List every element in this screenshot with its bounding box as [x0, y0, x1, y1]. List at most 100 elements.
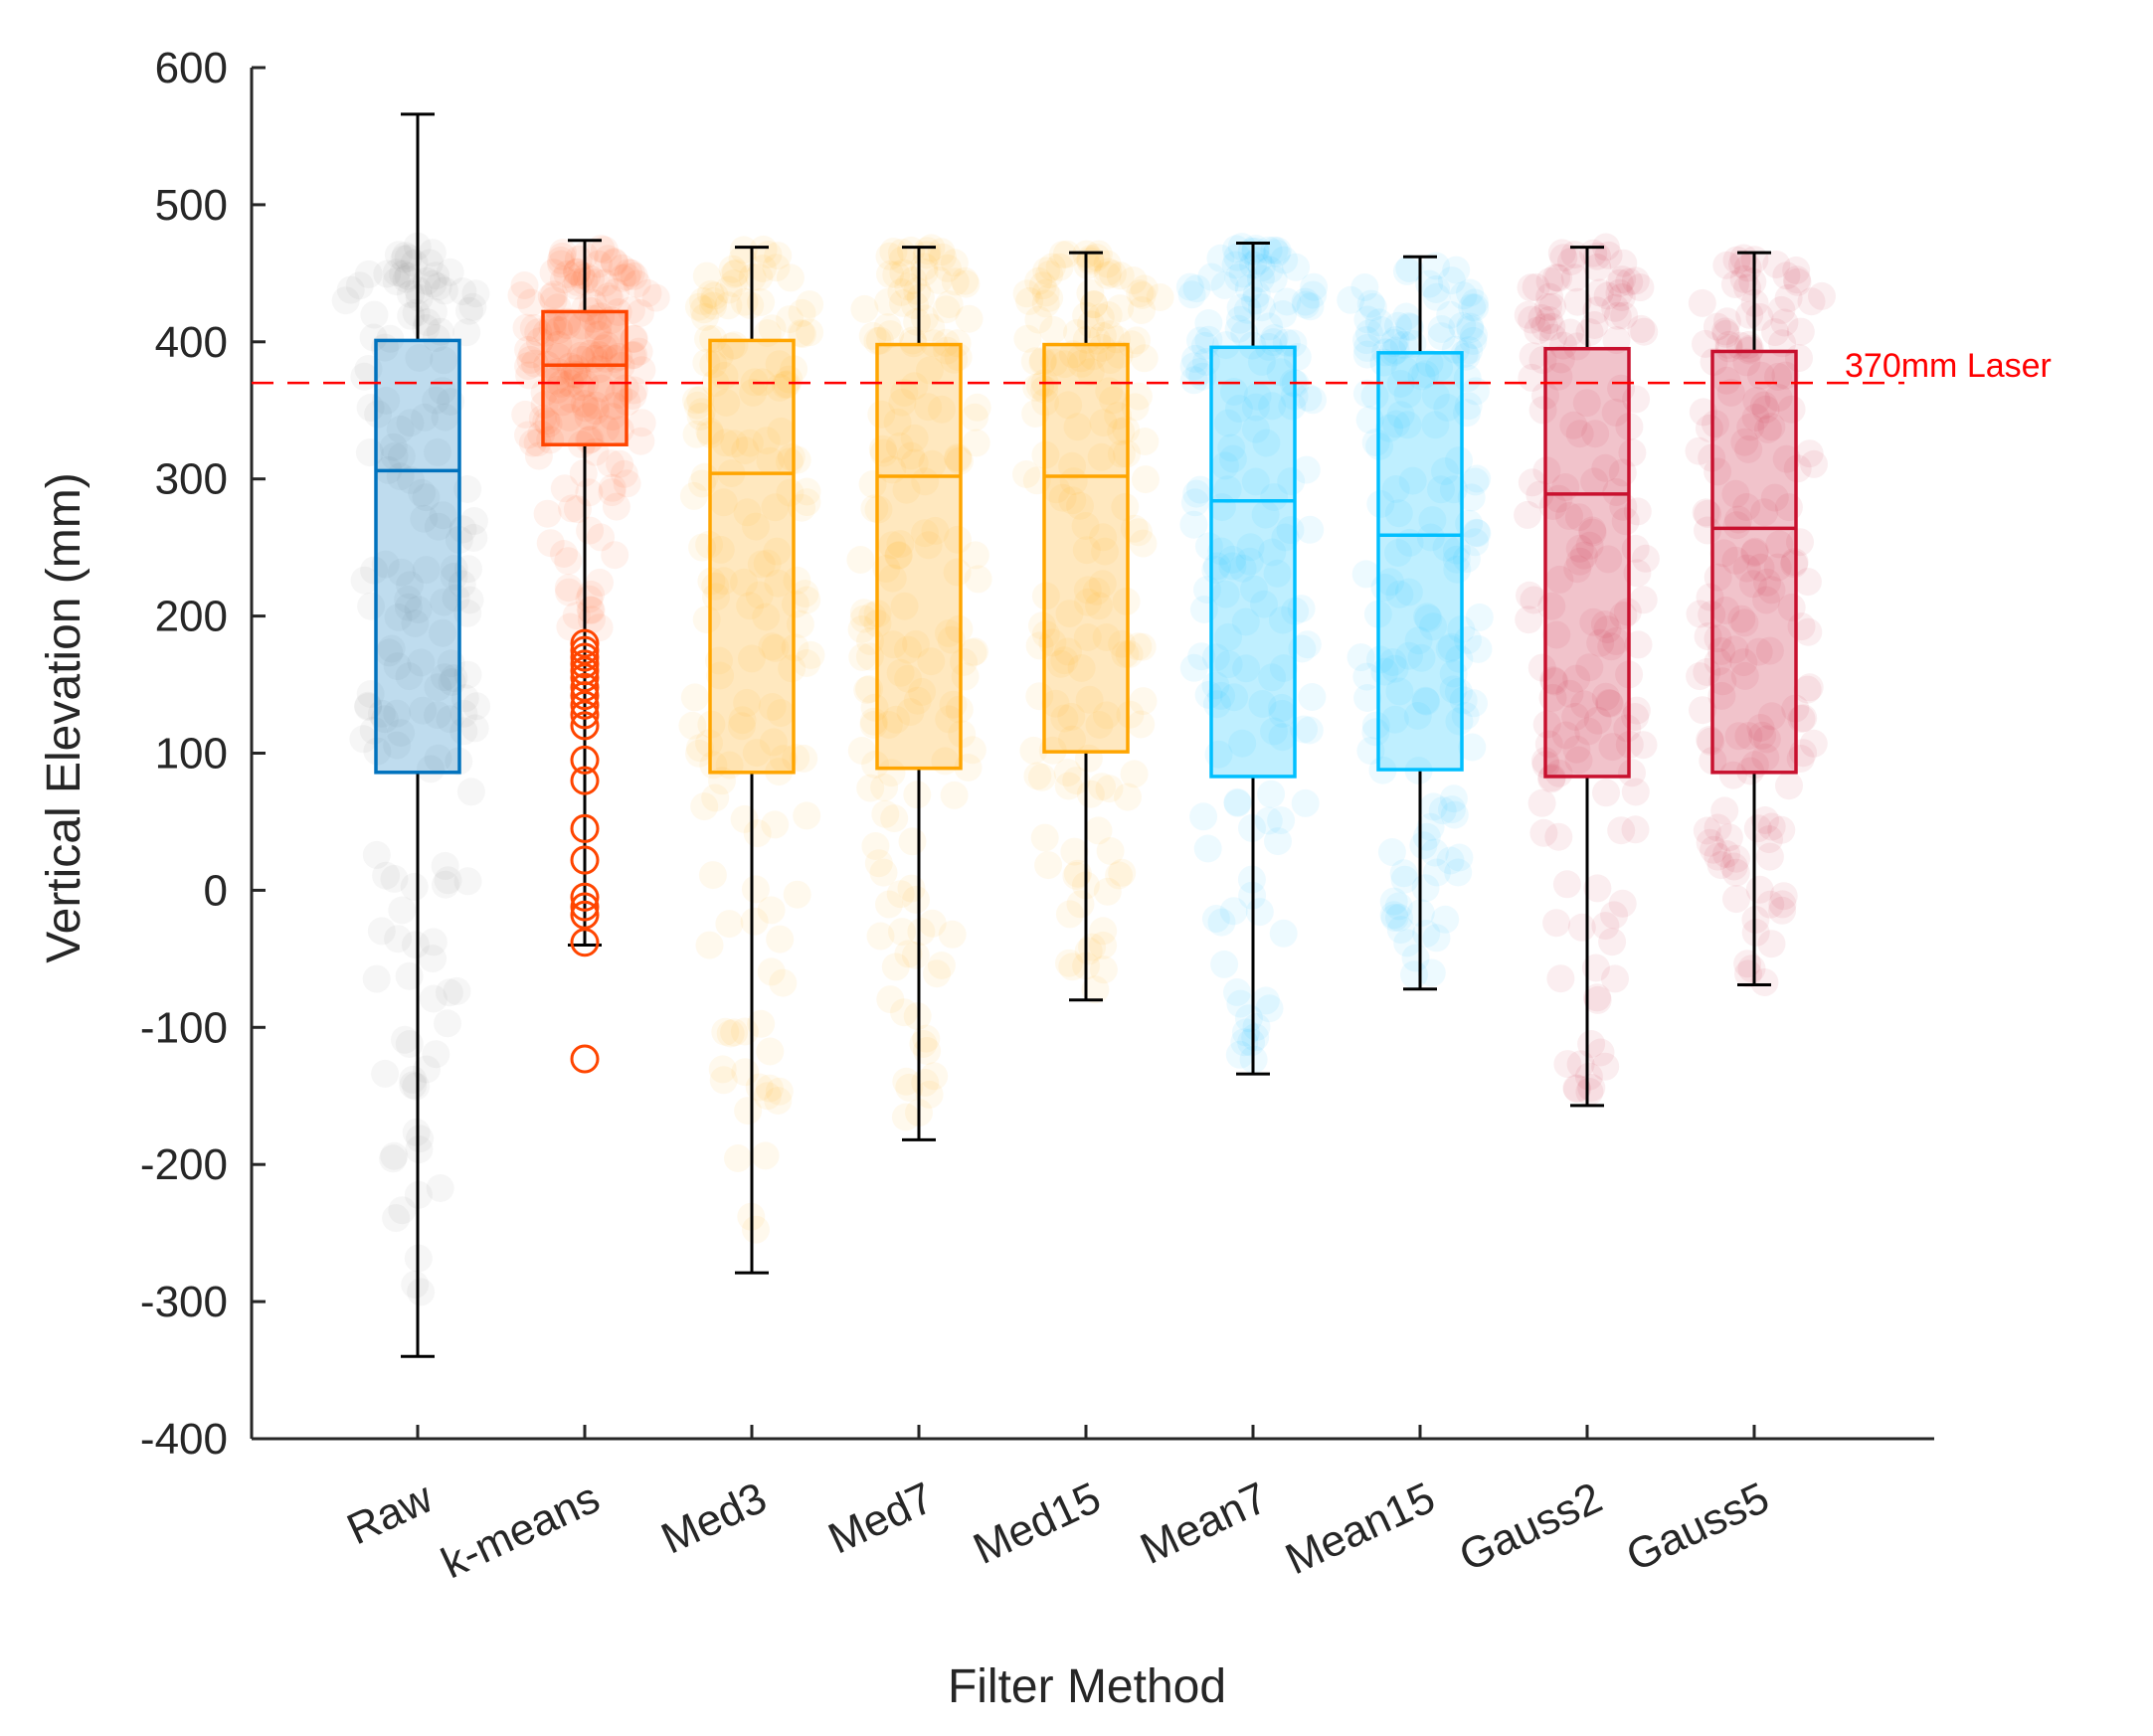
scatter-point	[1119, 266, 1148, 294]
scatter-point	[1562, 664, 1591, 693]
scatter-point	[1425, 353, 1454, 382]
scatter-point	[350, 566, 379, 595]
scatter-point	[360, 300, 389, 329]
scatter-point	[1124, 632, 1153, 661]
scatter-point	[1175, 272, 1204, 301]
scatter-point	[757, 896, 786, 925]
scatter-point	[1629, 586, 1658, 614]
scatter-point	[1111, 640, 1140, 668]
scatter-point	[525, 327, 554, 356]
scatter-point	[1028, 611, 1056, 640]
scatter-point	[1375, 414, 1404, 442]
scatter-point	[1752, 586, 1781, 614]
scatter-point	[1795, 439, 1824, 468]
scatter-point	[1105, 861, 1134, 890]
scatter-point	[1752, 725, 1781, 754]
scatter-point	[914, 393, 943, 422]
scatter-point	[699, 291, 727, 320]
scatter-point	[449, 515, 477, 544]
scatter-point	[1243, 382, 1272, 411]
scatter-point	[1054, 391, 1083, 420]
scatter-point	[1711, 317, 1739, 346]
scatter-point	[1381, 326, 1410, 355]
scatter-point	[1750, 968, 1779, 996]
scatter-point	[742, 739, 771, 768]
scatter-point	[680, 683, 709, 712]
scatter-point	[1040, 348, 1069, 377]
scatter-point	[1048, 483, 1077, 512]
scatter-point	[1211, 451, 1239, 480]
scatter-point	[893, 635, 922, 664]
scatter-point	[711, 1017, 740, 1046]
scatter-point	[1530, 313, 1559, 342]
scatter-point	[940, 249, 969, 277]
scatter-point	[901, 941, 930, 969]
scatter-point	[601, 541, 629, 570]
scatter-point	[395, 662, 424, 691]
scatter-point	[388, 896, 417, 925]
scatter-point	[1116, 700, 1145, 729]
scatter-point	[512, 313, 541, 342]
scatter-point	[1395, 313, 1424, 342]
scatter-point	[1012, 279, 1041, 308]
scatter-point	[1793, 675, 1822, 704]
scatter-point	[386, 415, 415, 443]
scatter-point	[1686, 662, 1714, 691]
scatter-cloud-raw	[331, 232, 491, 1306]
scatter-point	[1460, 689, 1488, 718]
scatter-point	[1079, 342, 1107, 371]
scatter-point	[1269, 654, 1298, 682]
scatter-point	[1697, 727, 1725, 756]
scatter-point	[1356, 289, 1385, 318]
scatter-point	[627, 427, 655, 455]
box-med3	[708, 246, 796, 1275]
scatter-point	[1224, 395, 1253, 423]
scatter-point	[1039, 315, 1068, 344]
scatter-point	[1799, 729, 1828, 758]
scatter-point	[380, 864, 409, 893]
scatter-point	[1514, 500, 1542, 529]
outlier-point	[570, 628, 600, 658]
scatter-point	[685, 739, 713, 768]
scatter-point	[1578, 518, 1607, 547]
scatter-point	[443, 976, 471, 1005]
scatter-point	[1089, 917, 1118, 946]
scatter-point	[518, 340, 547, 369]
scatter-point	[1451, 702, 1480, 730]
scatter-point	[402, 1072, 431, 1101]
scatter-point	[596, 284, 625, 313]
scatter-point	[1180, 488, 1209, 517]
scatter-point	[1795, 673, 1824, 702]
scatter-point	[1694, 622, 1722, 651]
scatter-point	[1728, 250, 1756, 278]
scatter-point	[429, 501, 457, 530]
scatter-point	[514, 352, 543, 381]
scatter-point	[915, 356, 944, 385]
scatter-point	[1603, 301, 1632, 330]
scatter-point	[1755, 825, 1783, 854]
scatter-point	[1710, 796, 1739, 825]
scatter-point	[1783, 267, 1812, 296]
scatter-point	[1591, 453, 1620, 482]
scatter-point	[875, 890, 903, 919]
scatter-point	[1722, 844, 1750, 873]
scatter-point	[419, 928, 448, 956]
scatter-point	[383, 652, 412, 681]
scatter-point	[1299, 280, 1328, 309]
scatter-point	[539, 259, 568, 287]
scatter-point	[959, 638, 987, 667]
scatter-point	[1181, 344, 1209, 373]
scatter-point	[881, 953, 910, 981]
scatter-point	[728, 245, 757, 273]
scatter-point	[1615, 267, 1644, 296]
scatter-point	[1583, 983, 1612, 1012]
scatter-point	[911, 519, 939, 548]
scatter-point	[1591, 233, 1620, 261]
scatter-point	[1565, 420, 1594, 448]
scatter-point	[1782, 265, 1811, 294]
scatter-point	[1621, 815, 1650, 844]
scatter-point	[1721, 546, 1750, 575]
scatter-point	[1555, 502, 1583, 530]
scatter-point	[701, 783, 730, 812]
